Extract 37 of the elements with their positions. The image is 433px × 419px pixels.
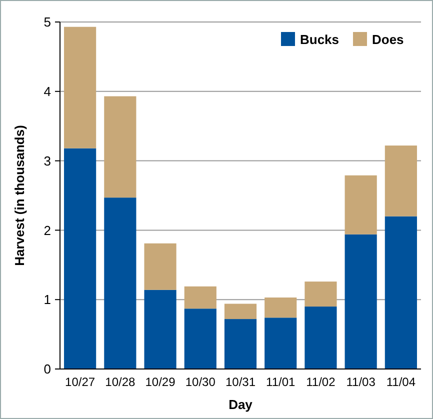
bar — [264, 318, 297, 369]
x-tick-label: 11/02 — [306, 375, 336, 389]
bar — [184, 308, 216, 369]
legend-label: Does — [372, 32, 404, 47]
bar — [144, 290, 176, 369]
x-tick-label: 11/03 — [346, 375, 376, 389]
y-tick-label: 3 — [44, 153, 51, 168]
bar — [64, 148, 96, 369]
y-tick-label: 0 — [44, 362, 51, 377]
x-tick-label: 11/01 — [266, 375, 296, 389]
bar — [344, 234, 377, 369]
bar — [144, 243, 176, 290]
x-tick-label: 10/27 — [65, 375, 96, 389]
x-tick-label: 11/04 — [386, 375, 416, 389]
bar — [224, 304, 257, 320]
bar — [344, 175, 377, 234]
legend-label: Bucks — [300, 32, 340, 47]
x-axis-title: Day — [228, 397, 254, 412]
y-axis-title: Harvest (in thousands) — [12, 125, 27, 266]
bar — [304, 306, 337, 369]
y-tick-label: 4 — [44, 84, 51, 99]
y-tick-label: 1 — [44, 292, 51, 308]
bar — [384, 146, 417, 216]
x-tick-label: 10/30 — [185, 375, 216, 389]
bar — [184, 286, 216, 309]
bar — [264, 298, 297, 318]
bar — [304, 282, 337, 307]
x-tick-label: 10/28 — [105, 375, 136, 389]
bar — [224, 319, 257, 369]
bar — [384, 216, 417, 369]
bar — [104, 96, 136, 198]
y-tick-label: 2 — [44, 222, 51, 238]
y-tick-label: 5 — [44, 14, 51, 30]
bar — [104, 198, 136, 369]
bar — [64, 26, 96, 148]
x-tick-label: 10/31 — [225, 375, 256, 389]
x-tick-label: 10/29 — [145, 375, 176, 389]
